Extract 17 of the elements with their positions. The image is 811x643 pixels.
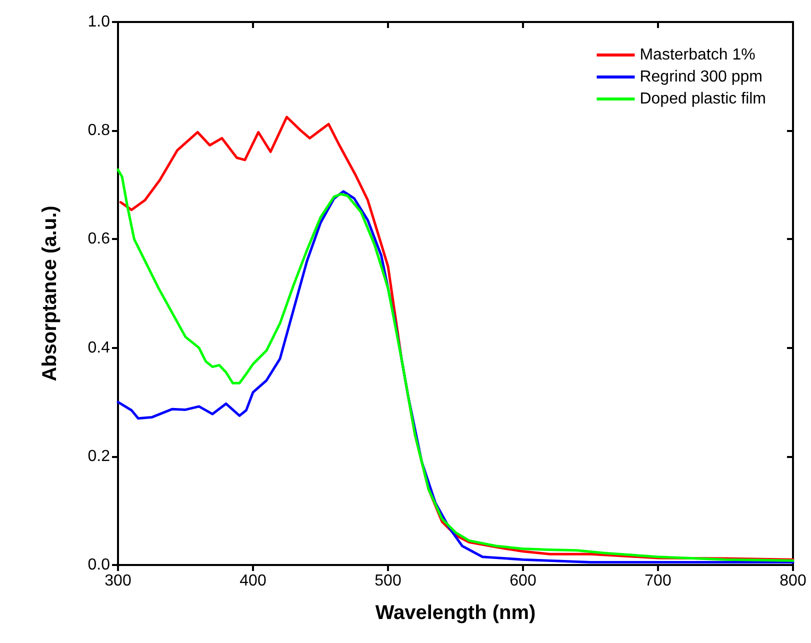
x-tick-label: 700 xyxy=(644,572,672,590)
legend-label: Regrind 300 ppm xyxy=(640,68,762,86)
x-tick-label: 800 xyxy=(780,572,806,590)
legend-label: Masterbatch 1% xyxy=(640,46,756,64)
y-tick-label: 1.0 xyxy=(88,14,110,30)
y-tick-label: 0.2 xyxy=(88,448,110,465)
legend-label: Doped plastic film xyxy=(640,90,766,108)
y-tick-label: 0.0 xyxy=(88,556,110,574)
y-tick-label: 0.8 xyxy=(88,122,110,140)
x-axis-title: Wavelength (nm) xyxy=(375,602,536,624)
x-tick-label: 500 xyxy=(374,572,402,590)
y-tick-label: 0.6 xyxy=(88,230,110,248)
y-axis-title: Absorptance (a.u.) xyxy=(39,206,61,382)
y-tick-label: 0.4 xyxy=(88,339,110,356)
x-tick-label: 400 xyxy=(240,572,266,590)
x-tick-label: 300 xyxy=(104,572,132,590)
x-tick-label: 600 xyxy=(510,572,536,590)
